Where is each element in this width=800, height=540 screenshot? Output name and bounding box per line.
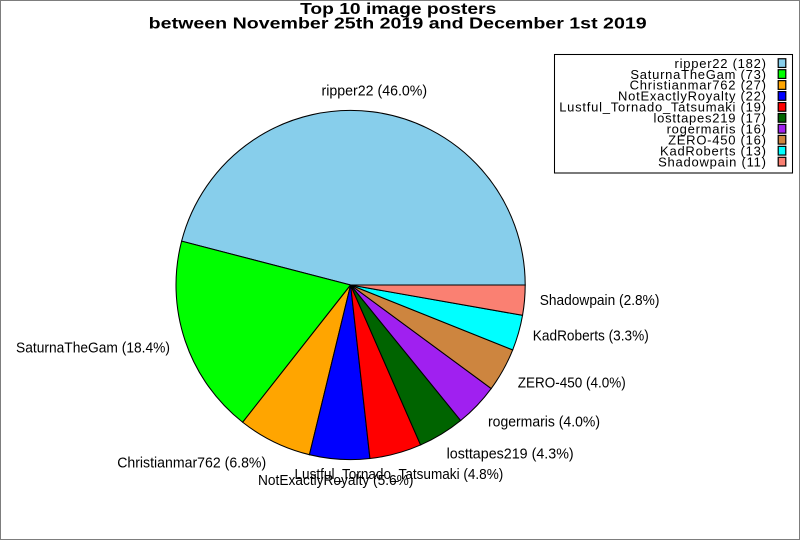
- svg-text:KadRoberts (13): KadRoberts (13): [660, 143, 767, 158]
- svg-text:Shadowpain (11): Shadowpain (11): [658, 154, 767, 169]
- svg-text:Shadowpain (2.8%): Shadowpain (2.8%): [540, 292, 660, 309]
- svg-text:losttapes219 (4.3%): losttapes219 (4.3%): [447, 446, 574, 463]
- svg-text:between November 25th 2019 and: between November 25th 2019 and December …: [149, 16, 647, 33]
- svg-text:ZERO-450 (16): ZERO-450 (16): [668, 132, 767, 147]
- svg-text:Christianmar762 (27): Christianmar762 (27): [630, 78, 767, 93]
- svg-text:SaturnaTheGam (18.4%): SaturnaTheGam (18.4%): [16, 340, 170, 357]
- svg-text:ripper22 (182): ripper22 (182): [675, 56, 767, 71]
- svg-text:Lustful_Tornado_Tatsumaki (19): Lustful_Tornado_Tatsumaki (19): [559, 100, 767, 115]
- svg-text:NotExactlyRoyalty (5.6%): NotExactlyRoyalty (5.6%): [258, 472, 413, 489]
- svg-text:Christianmar762 (6.8%): Christianmar762 (6.8%): [117, 455, 266, 472]
- svg-text:rogermaris (16): rogermaris (16): [667, 122, 767, 137]
- svg-text:losttapes219 (17): losttapes219 (17): [653, 111, 766, 126]
- svg-text:Top 10 image posters: Top 10 image posters: [300, 1, 496, 18]
- svg-text:SaturnaTheGam (73): SaturnaTheGam (73): [630, 67, 766, 82]
- svg-text:rogermaris (4.0%): rogermaris (4.0%): [488, 413, 600, 430]
- svg-text:KadRoberts (3.3%): KadRoberts (3.3%): [533, 328, 649, 345]
- svg-text:ripper22 (46.0%): ripper22 (46.0%): [322, 82, 428, 99]
- svg-text:ZERO-450 (4.0%): ZERO-450 (4.0%): [518, 374, 626, 391]
- svg-text:NotExactlyRoyalty (22): NotExactlyRoyalty (22): [618, 89, 767, 104]
- svg-text:Lustful_Tornado_Tatsumaki (4.8: Lustful_Tornado_Tatsumaki (4.8%): [295, 466, 504, 483]
